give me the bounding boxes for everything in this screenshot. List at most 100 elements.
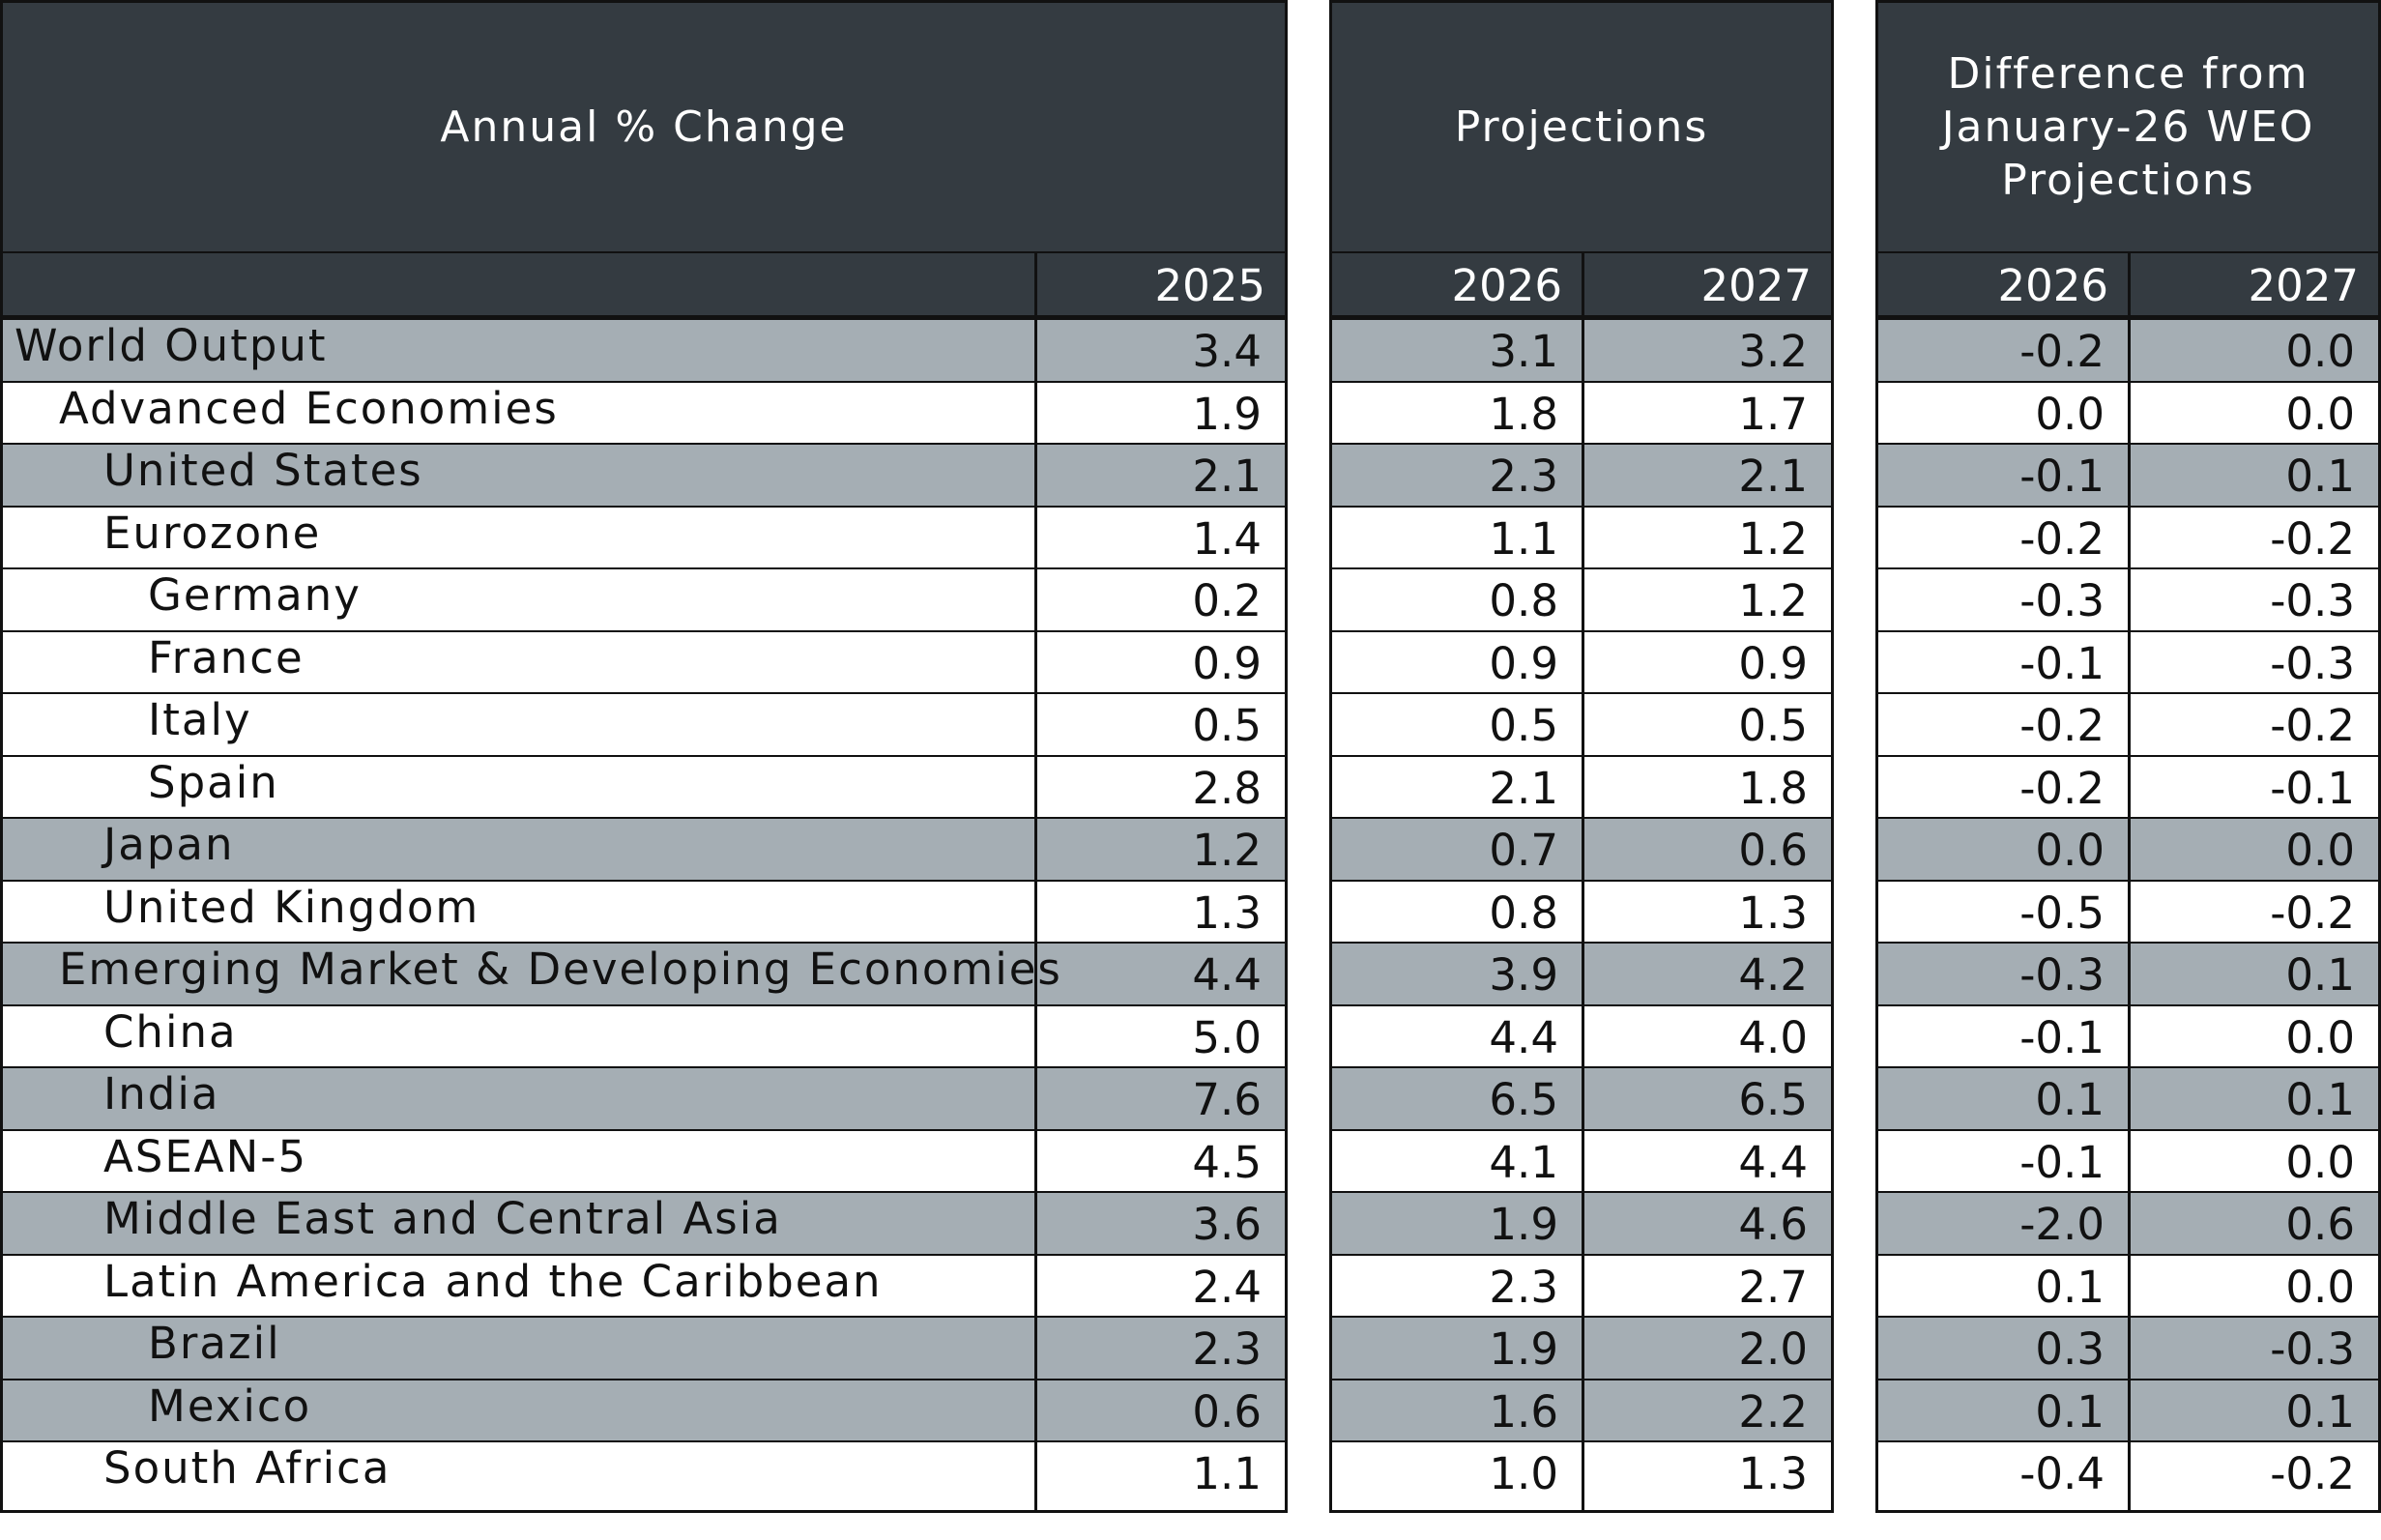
value-projection-2026: 0.8 — [1489, 575, 1558, 626]
table-row: Germany 0.2 — [3, 569, 1285, 632]
value-difference-2026: -0.1 — [2019, 1137, 2105, 1188]
row-label: World Output — [15, 320, 328, 371]
table-row: France 0.9 — [3, 632, 1285, 694]
value-projection-2027: 2.1 — [1738, 450, 1808, 502]
row-label: Japan — [103, 819, 235, 870]
annual-column-divider — [1034, 253, 1037, 1510]
difference-header: Difference from January-26 WEO Projectio… — [1878, 3, 2378, 253]
table-row: 1.1 1.2 — [1332, 508, 1831, 569]
row-label: United Kingdom — [103, 882, 480, 933]
value-difference-2026: -2.0 — [2019, 1199, 2105, 1250]
value-difference-2027: -0.2 — [2270, 887, 2355, 939]
value-2025: 2.1 — [1192, 450, 1262, 502]
row-label: Spain — [148, 757, 279, 808]
table-row: Japan 1.2 — [3, 819, 1285, 882]
value-2025: 4.4 — [1192, 949, 1262, 1001]
row-label: South Africa — [103, 1442, 392, 1494]
value-projection-2026: 1.0 — [1489, 1448, 1558, 1499]
value-projection-2026: 4.1 — [1489, 1137, 1558, 1188]
value-projection-2027: 1.2 — [1738, 513, 1808, 565]
table-row: 1.0 1.3 — [1332, 1442, 1831, 1505]
value-difference-2027: 0.1 — [2285, 949, 2355, 1001]
value-projection-2026: 1.9 — [1489, 1323, 1558, 1375]
table-row: World Output 3.4 — [3, 320, 1285, 383]
value-difference-2027: -0.2 — [2270, 513, 2355, 565]
value-difference-2026: 0.1 — [2035, 1074, 2105, 1125]
table-row: China 5.0 — [3, 1006, 1285, 1068]
table-row: India 7.6 — [3, 1068, 1285, 1131]
row-label: ASEAN-5 — [103, 1131, 308, 1182]
value-difference-2026: 0.0 — [2035, 825, 2105, 876]
value-2025: 0.9 — [1192, 638, 1262, 689]
value-difference-2026: -0.2 — [2019, 326, 2105, 377]
projections-panel: Projections 2026 2027 3.1 3.2 1.8 1.7 2.3 2.1… — [1329, 0, 1834, 1513]
table-row: Spain 2.8 — [3, 757, 1285, 819]
value-2025: 7.6 — [1192, 1074, 1262, 1125]
value-projection-2027: 1.3 — [1738, 887, 1808, 939]
value-difference-2027: 0.0 — [2285, 1137, 2355, 1188]
value-projection-2026: 2.1 — [1489, 763, 1558, 814]
table-row: South Africa 1.1 — [3, 1442, 1285, 1505]
row-label: Italy — [148, 694, 252, 745]
annual-header: Annual % Change — [3, 3, 1285, 253]
value-difference-2027: -0.1 — [2270, 763, 2355, 814]
value-projection-2026: 0.8 — [1489, 887, 1558, 939]
difference-header-line: January-26 WEO — [1941, 102, 2315, 152]
difference-year-2027-header: 2027 — [2248, 260, 2359, 311]
value-difference-2026: -0.2 — [2019, 763, 2105, 814]
value-projection-2026: 3.1 — [1489, 326, 1558, 377]
value-projection-2027: 4.2 — [1738, 949, 1808, 1001]
value-difference-2026: 0.3 — [2035, 1323, 2105, 1375]
value-projection-2027: 2.0 — [1738, 1323, 1808, 1375]
value-projection-2026: 2.3 — [1489, 1262, 1558, 1313]
table-row: Advanced Economies 1.9 — [3, 383, 1285, 445]
value-projection-2027: 0.9 — [1738, 638, 1808, 689]
annual-header-label: Annual % Change — [440, 102, 848, 152]
difference-header-text: Difference from January-26 WEO Projectio… — [1942, 47, 2315, 207]
value-2025: 1.9 — [1192, 389, 1262, 440]
value-2025: 3.4 — [1192, 326, 1262, 377]
value-projection-2026: 0.5 — [1489, 700, 1558, 751]
value-projection-2027: 4.6 — [1738, 1199, 1808, 1250]
value-projection-2026: 0.9 — [1489, 638, 1558, 689]
table-row: Italy 0.5 — [3, 694, 1285, 757]
value-2025: 1.3 — [1192, 887, 1262, 939]
value-projection-2026: 6.5 — [1489, 1074, 1558, 1125]
value-2025: 4.5 — [1192, 1137, 1262, 1188]
projections-column-divider — [1582, 253, 1584, 1510]
value-2025: 2.3 — [1192, 1323, 1262, 1375]
difference-column-divider — [2128, 253, 2131, 1510]
value-2025: 5.0 — [1192, 1012, 1262, 1063]
value-projection-2027: 1.2 — [1738, 575, 1808, 626]
value-difference-2026: -0.3 — [2019, 949, 2105, 1001]
value-difference-2027: -0.2 — [2270, 1448, 2355, 1499]
value-difference-2026: -0.1 — [2019, 638, 2105, 689]
difference-header-line: Projections — [2001, 156, 2255, 205]
value-difference-2026: -0.2 — [2019, 513, 2105, 565]
difference-header-line: Difference from — [1947, 49, 2309, 99]
row-label: Mexico — [148, 1380, 312, 1432]
row-label: Middle East and Central Asia — [103, 1193, 782, 1244]
value-projection-2026: 1.9 — [1489, 1199, 1558, 1250]
value-projection-2027: 1.8 — [1738, 763, 1808, 814]
value-difference-2027: -0.3 — [2270, 575, 2355, 626]
value-2025: 2.4 — [1192, 1262, 1262, 1313]
value-difference-2026: 0.1 — [2035, 1386, 2105, 1438]
value-difference-2027: 0.0 — [2285, 1012, 2355, 1063]
value-projection-2027: 1.7 — [1738, 389, 1808, 440]
value-2025: 1.2 — [1192, 825, 1262, 876]
table-row: Middle East and Central Asia 3.6 — [3, 1193, 1285, 1256]
value-projection-2026: 0.7 — [1489, 825, 1558, 876]
table-row: 0.8 1.2 — [1332, 569, 1831, 632]
value-2025: 1.4 — [1192, 513, 1262, 565]
value-2025: 0.6 — [1192, 1386, 1262, 1438]
value-projection-2027: 0.6 — [1738, 825, 1808, 876]
value-difference-2026: -0.4 — [2019, 1448, 2105, 1499]
table-row: Latin America and the Caribbean 2.4 — [3, 1256, 1285, 1318]
annual-panel: Annual % Change 2025 World Output 3.4 Adva… — [0, 0, 1288, 1513]
annual-year-header: 2025 — [3, 253, 1285, 320]
row-label: France — [148, 632, 305, 683]
value-2025: 3.6 — [1192, 1199, 1262, 1250]
difference-year-2026-header: 2026 — [1997, 260, 2108, 311]
projections-year-2026-header: 2026 — [1451, 260, 1562, 311]
